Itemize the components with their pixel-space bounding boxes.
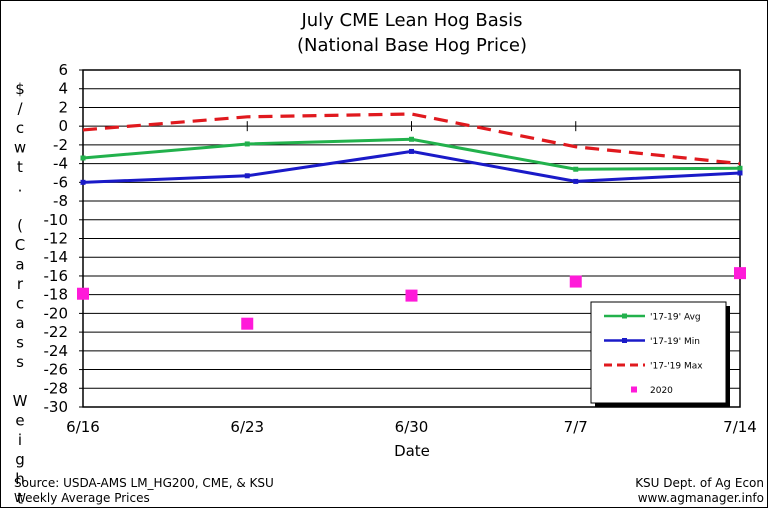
- marker-2020: [569, 275, 582, 288]
- y-tick-label: -30: [44, 398, 69, 416]
- series-1-point: [409, 148, 414, 154]
- y-tick-label: -22: [44, 323, 69, 341]
- x-tick-label: 7/14: [723, 418, 757, 436]
- legend-label: '17-19' Min: [650, 337, 700, 347]
- source-text: Source: USDA-AMS LM_HG200, CME, & KSU: [14, 476, 274, 490]
- y-axis: 6420-2-4-6-8-10-12-14-16-18-20-22-24-26-…: [44, 61, 83, 416]
- legend-point: [622, 313, 627, 319]
- series-layer: [77, 112, 746, 330]
- marker-2020: [734, 267, 746, 280]
- y-label-char: c: [16, 295, 24, 313]
- chart-subtitle: (National Base Hog Price): [297, 35, 527, 56]
- y-tick-label: -6: [53, 173, 68, 191]
- y-tick-label: -26: [44, 361, 69, 379]
- chart-title: July CME Lean Hog Basis: [300, 10, 522, 31]
- x-tick-label: 7/7: [564, 418, 588, 436]
- y-label-char: w: [14, 139, 26, 157]
- y-tick-label: -20: [44, 304, 69, 322]
- series-0-point: [573, 166, 579, 172]
- y-label-char: h: [15, 470, 25, 488]
- y-tick-label: 4: [58, 80, 68, 98]
- series-0-point: [737, 165, 743, 171]
- y-tick-label: 2: [58, 98, 68, 116]
- y-label-char: (: [17, 217, 23, 235]
- y-tick-label: -28: [44, 379, 69, 397]
- y-label-char: a: [15, 256, 24, 274]
- y-label-char: s: [16, 353, 24, 371]
- series-0-point: [409, 136, 414, 142]
- legend: '17-19' Avg '17-19' Min '17-'19 Max 2020: [590, 301, 730, 407]
- legend-point: [622, 338, 627, 343]
- x-tick-label: 6/30: [395, 418, 429, 436]
- legend-label: 2020: [650, 386, 673, 396]
- y-label-char: r: [17, 275, 24, 293]
- legend-label: '17-19' Avg: [650, 313, 701, 323]
- y-tick-label: -24: [44, 342, 69, 360]
- x-tick-label: 6/23: [230, 418, 264, 436]
- gridlines: [83, 88, 740, 389]
- x-axis: 6/16 6/23 6/30 7/7 7/14: [66, 121, 757, 436]
- y-label-char: C: [15, 236, 25, 254]
- legend-box: [590, 301, 727, 404]
- series-0-point: [80, 155, 86, 161]
- y-tick-label: -16: [44, 267, 69, 285]
- y-tick-label: -4: [53, 155, 68, 173]
- y-tick-label: -18: [44, 286, 69, 304]
- y-tick-label: -8: [53, 192, 68, 210]
- y-tick-label: -10: [44, 211, 69, 229]
- series-1-point: [737, 170, 743, 176]
- y-label-char: e: [15, 412, 24, 430]
- marker-2020: [405, 289, 418, 302]
- series-0-point: [244, 141, 250, 147]
- series-1-point: [80, 179, 86, 185]
- y-tick-label: -12: [44, 230, 69, 248]
- y-label-char: i: [18, 431, 22, 449]
- credit-url: www.agmanager.info: [638, 491, 764, 505]
- y-label-char: t: [17, 490, 23, 508]
- y-tick-label: 6: [58, 61, 68, 79]
- y-label-char: .: [18, 178, 23, 196]
- series-2-line: [82, 112, 741, 166]
- marker-2020: [77, 287, 89, 300]
- y-label-char: a: [15, 314, 24, 332]
- y-label-char: c: [16, 119, 24, 137]
- source-note: Weekly Average Prices: [14, 491, 150, 505]
- y-tick-label: -14: [44, 248, 69, 266]
- y-label-char: $: [15, 80, 25, 98]
- y-label-char: g: [15, 451, 25, 469]
- x-tick-label: 6/16: [66, 418, 100, 436]
- x-axis-label: Date: [394, 442, 430, 460]
- marker-2020: [241, 317, 254, 330]
- y-tick-label: -2: [53, 136, 68, 154]
- y-label-char: s: [16, 334, 24, 352]
- y-tick-label: 0: [58, 117, 68, 135]
- series-1-point: [244, 173, 250, 179]
- series-1-point: [573, 178, 579, 184]
- y-label-char: t: [17, 158, 23, 176]
- credit-text: KSU Dept. of Ag Econ: [635, 476, 764, 490]
- legend-marker: [631, 386, 637, 393]
- series-1-line: [82, 149, 741, 184]
- y-label-char: W: [13, 392, 28, 410]
- y-label-char: /: [17, 100, 23, 118]
- legend-label: '17-'19 Max: [650, 362, 703, 372]
